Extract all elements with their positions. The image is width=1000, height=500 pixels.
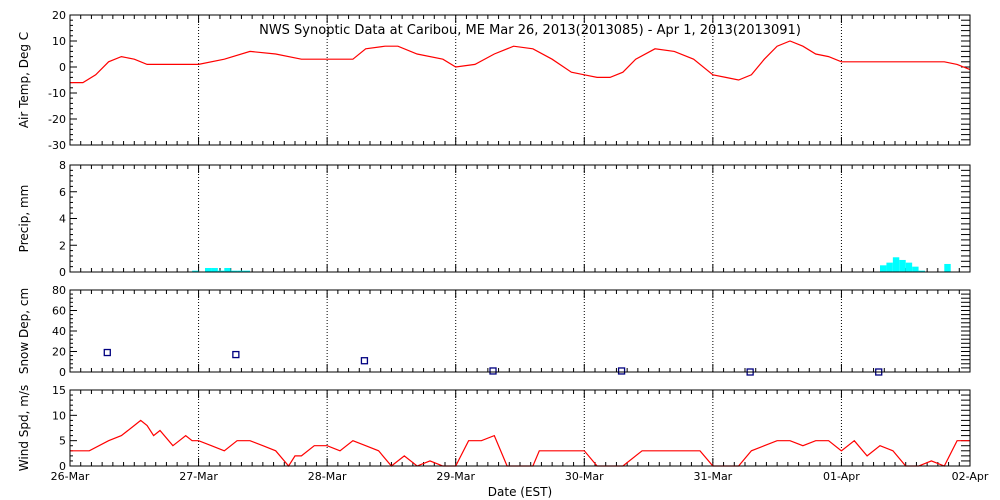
panel-1: -30 -20 -10 0 10 20 Air Temp, Deg C [17,9,971,152]
panel-2: 0 2 4 6 8 Precip, mm [17,159,971,279]
precip-bar [211,267,218,272]
y-tick-label: 6 [59,186,66,199]
x-tick-labels: 26-Mar 27-Mar 28-Mar 29-Mar 30-Mar 31-Mar 01-A… [51,470,989,483]
x-tick-label: 30-Mar [565,470,604,483]
precip-bar [912,266,919,272]
y-tick-label: 0 [59,61,66,74]
x-tick-label: 29-Mar [436,470,475,483]
precip-bar [886,262,893,272]
y-tick-label: 20 [52,9,66,22]
y-axis-label: Snow Dep, cm [17,288,31,374]
precip-bar [205,267,212,272]
y-tick-label: 60 [52,305,66,318]
x-tick-label: 31-Mar [693,470,732,483]
snow-depth-marker [232,350,240,359]
precip-bar [899,259,906,272]
panel-frame [69,289,971,373]
y-tick-label: 5 [59,435,66,448]
y-tick-label: 10 [52,35,66,48]
x-tick-label: 26-Mar [51,470,90,483]
panel-frame [69,14,971,146]
precip-bar [944,263,951,272]
wind-speed-line [70,419,970,468]
y-tick-label: 80 [52,284,66,297]
x-axis-label: Date (EST) [488,485,552,499]
y-tick-label: 2 [59,239,66,252]
snow-depth-marker [360,357,369,365]
precip-bar [880,265,887,272]
precip-bar [905,262,913,272]
precip-bar [918,270,925,272]
y-axis-label: Precip, mm [17,185,31,253]
y-axis-label: Wind Spd, m/s [17,385,31,471]
precip-bar [224,267,231,272]
y-tick-label: -10 [48,87,66,100]
y-tick-label: 0 [59,366,66,379]
y-tick-label: 8 [59,159,66,172]
temperature-line [70,40,971,84]
chart-panels: -30 -20 -10 0 10 20 Air Temp, Deg C 0 2 4 6 8 Precip… [17,9,971,473]
snow-depth-marker [489,367,497,375]
panel-3: 0 20 40 60 80 Snow Dep, cm [17,284,971,379]
y-tick-label: -20 [48,113,66,126]
precip-bar [217,270,225,272]
panel-4: 0 5 10 15 Wind Spd, m/s [17,384,971,473]
precip-bar [237,270,244,272]
y-tick-label: 15 [52,384,66,397]
y-tick-label: 0 [59,460,66,473]
y-tick-label: 0 [59,266,66,279]
x-tick-label: 01-Apr [823,470,860,483]
precip-bar [192,270,199,272]
y-tick-label: -30 [48,139,66,152]
chart-title: NWS Synoptic Data at Caribou, ME Mar 26,… [259,23,801,38]
x-tick-label: 28-Mar [308,470,347,483]
precip-bar [243,270,250,272]
y-tick-label: 40 [52,325,66,338]
panel-frame [69,389,971,467]
x-tick-label: 27-Mar [179,470,218,483]
y-tick-label: 4 [59,213,66,226]
y-tick-label: 10 [52,409,66,422]
snow-depth-marker [617,367,626,375]
precip-bar [892,257,900,272]
y-tick-label: 20 [52,346,66,359]
precip-bar [230,270,238,272]
snow-depth-marker [103,348,111,357]
y-axis-label: Air Temp, Deg C [17,32,31,128]
x-tick-label: 02-Apr [952,470,989,483]
panel-frame [69,164,971,273]
